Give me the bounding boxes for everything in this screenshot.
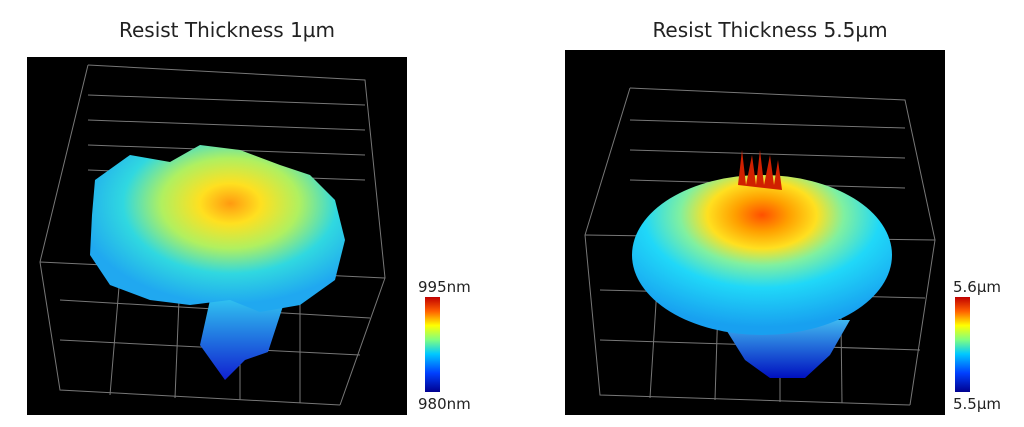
panel-title: Resist Thickness 1µm bbox=[119, 18, 335, 42]
colorbar-min: 5.5µm bbox=[953, 395, 1001, 413]
surface bbox=[90, 145, 345, 312]
surface-spikes bbox=[738, 150, 782, 190]
colorbar-max: 5.6µm bbox=[953, 278, 1001, 296]
surface bbox=[632, 175, 892, 335]
panel-title: Resist Thickness 5.5µm bbox=[652, 18, 887, 42]
surface-dip bbox=[200, 300, 285, 380]
colorbar-min: 980nm bbox=[418, 395, 471, 413]
colorbar-max: 995nm bbox=[418, 278, 471, 296]
colorbar bbox=[955, 297, 970, 392]
colorbar bbox=[425, 297, 440, 392]
